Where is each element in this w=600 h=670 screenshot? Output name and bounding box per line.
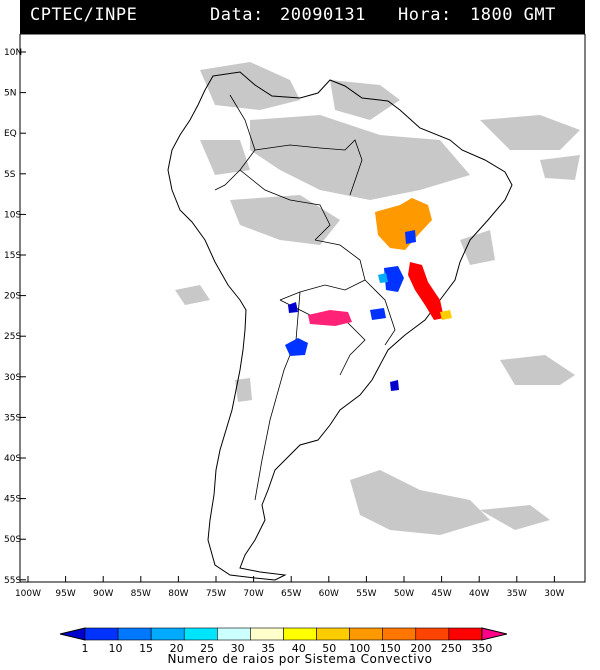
- legend-cell: [283, 627, 317, 641]
- legend-cell: [183, 627, 218, 641]
- lat-label: 25S: [4, 332, 21, 342]
- lat-label: 30S: [4, 373, 21, 383]
- legend-tick-label: 150: [380, 642, 401, 652]
- legend-tick-label: 15: [139, 642, 153, 652]
- system-blue-5: [288, 302, 298, 313]
- legend-cell: [349, 627, 383, 641]
- map-frame: [19, 34, 586, 583]
- system-blue-2: [384, 266, 404, 292]
- date-label: Data:: [210, 5, 264, 25]
- legend-cell: [415, 627, 450, 641]
- lat-label: 5S: [4, 170, 16, 180]
- legend-tick-label: 200: [410, 642, 431, 652]
- lon-label: 100W: [15, 589, 41, 599]
- legend-tick-label: 50: [322, 642, 336, 652]
- legend-cell: [448, 627, 483, 641]
- lat-label: 40S: [4, 454, 21, 464]
- country-borders: [214, 94, 396, 501]
- legend-cell: [217, 627, 251, 641]
- lon-label: 55W: [356, 589, 376, 599]
- system-blue-4: [405, 230, 416, 244]
- legend-cell: [250, 627, 284, 641]
- legend-cell: [84, 627, 119, 641]
- lat-label: 20S: [4, 292, 21, 302]
- legend-cell: [316, 627, 350, 641]
- lon-label: 80W: [168, 589, 188, 599]
- legend-tick-label: 25: [200, 642, 214, 652]
- map-panel: 10N5NEQ5S10S15S20S25S30S35S40S45S50S55S …: [4, 34, 586, 599]
- lat-label: 45S: [4, 495, 21, 505]
- lon-label: 65W: [281, 589, 301, 599]
- color-legend: 1 10 15 20 25 30 35 40 50 100 150 200 250 350: [59, 627, 508, 652]
- lon-label: 85W: [131, 589, 151, 599]
- system-red: [408, 262, 444, 320]
- legend-tick-label: 250: [441, 642, 462, 652]
- legend-tick-label: 20: [170, 642, 184, 652]
- lon-label: 45W: [431, 589, 451, 599]
- legend-arrow-right: [481, 627, 508, 641]
- legend-cell: [382, 627, 417, 641]
- lon-label: 50W: [394, 589, 414, 599]
- lat-label: 55S: [4, 576, 21, 586]
- lon-label: 70W: [243, 589, 263, 599]
- system-blue-6: [390, 380, 399, 391]
- legend-arrow-left: [59, 627, 86, 641]
- legend-tick-label: 100: [349, 642, 370, 652]
- lon-label: 75W: [206, 589, 226, 599]
- lat-label: 15S: [4, 251, 21, 261]
- legend-tick-label: 10: [109, 642, 123, 652]
- lon-label: 30W: [544, 589, 564, 599]
- legend-tick-label: 40: [292, 642, 306, 652]
- system-yellow: [440, 310, 452, 320]
- legend-tick-label: 35: [261, 642, 275, 652]
- time-label: Hora:: [398, 5, 452, 25]
- convective-systems: [285, 198, 452, 391]
- system-blue-1: [285, 338, 308, 356]
- latitude-axis: 10N 5N EQ 5S 10S 15S 20S 25S 30S 35S 40S 45S 50S 55S: [4, 48, 26, 586]
- system-orange: [375, 198, 432, 250]
- lon-label: 95W: [55, 589, 75, 599]
- longitude-axis: 100W 95W 90W 85W 80W 75W 70W 65W 60W 55W 50W 45W 40W…: [15, 576, 565, 599]
- lat-label: 35S: [4, 413, 21, 423]
- lat-label: 10N: [4, 48, 22, 58]
- date-value: 20090131: [280, 5, 366, 25]
- system-cyan: [378, 273, 388, 283]
- lon-label: 60W: [319, 589, 339, 599]
- legend-cell: [150, 627, 185, 641]
- lat-label: EQ: [4, 129, 17, 139]
- lat-label: 10S: [4, 210, 21, 220]
- legend-cell: [117, 627, 152, 641]
- time-value: 1800 GMT: [470, 5, 556, 25]
- system-blue-3: [370, 308, 386, 320]
- legend-tick-label: 30: [231, 642, 245, 652]
- source-label: CPTEC/INPE: [30, 5, 138, 25]
- lon-label: 35W: [507, 589, 527, 599]
- legend-tick-label: 350: [471, 642, 492, 652]
- cloud-cover: [175, 62, 580, 535]
- lon-label: 40W: [469, 589, 489, 599]
- coastline: [167, 71, 513, 581]
- lon-label: 90W: [93, 589, 113, 599]
- system-magenta: [308, 310, 352, 326]
- lat-label: 5N: [4, 89, 16, 99]
- legend-title: Numero de raios por Sistema Convectivo: [167, 652, 433, 666]
- legend-tick-label: 1: [82, 642, 89, 652]
- title-bar: CPTEC/INPE Data: 20090131 Hora: 1800 GMT: [20, 0, 585, 34]
- lat-label: 50S: [4, 535, 21, 545]
